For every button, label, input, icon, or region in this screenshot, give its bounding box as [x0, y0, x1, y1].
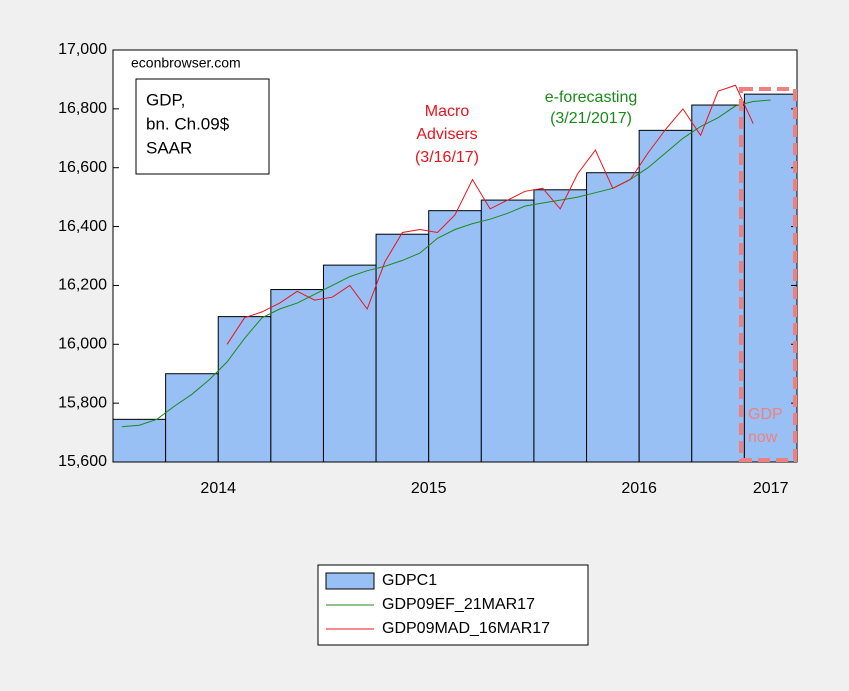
bar	[638, 129, 693, 463]
legend-label: GDP09EF_21MAR17	[382, 596, 535, 613]
x-tick-label: 2017	[753, 480, 789, 497]
annotation: Macro	[425, 103, 470, 120]
bar	[428, 210, 482, 463]
annotation: Advisers	[416, 126, 477, 143]
bar	[165, 373, 219, 463]
x-tick-label: 2015	[411, 480, 447, 497]
x-tick-label: 2014	[200, 480, 236, 497]
line	[121, 99, 771, 428]
x-tick-label: 2016	[621, 480, 657, 497]
line	[226, 84, 754, 345]
y-tick-label: 16,400	[58, 218, 107, 235]
bar	[743, 93, 798, 463]
annotation: (3/21/2017)	[550, 110, 632, 127]
y-tick-label: 17,000	[58, 41, 107, 58]
y-tick-label: 16,200	[58, 277, 107, 294]
bar	[480, 199, 535, 463]
y-tick-label: 15,600	[58, 453, 107, 470]
bar	[270, 289, 324, 463]
note-text: SAAR	[146, 138, 192, 157]
bar	[375, 233, 430, 463]
gdpnow-box	[739, 87, 797, 462]
annotation: GDP	[748, 406, 783, 423]
y-tick-label: 15,800	[58, 394, 107, 411]
legend-label: GDPC1	[382, 572, 437, 589]
annotation: e-forecasting	[545, 89, 638, 106]
bar	[322, 264, 377, 463]
source-label: econbrowser.com	[131, 55, 241, 71]
legend-swatch	[325, 572, 375, 590]
bar	[691, 104, 745, 463]
note-text: bn. Ch.09$	[146, 114, 230, 133]
bar	[112, 418, 167, 463]
note-text: GDP,	[146, 90, 185, 109]
bar	[533, 189, 588, 463]
y-tick-label: 16,600	[58, 159, 107, 176]
y-tick-label: 16,800	[58, 100, 107, 117]
legend-label: GDP09MAD_16MAR17	[382, 620, 550, 637]
annotation: now	[748, 429, 778, 446]
note-box	[135, 78, 270, 175]
bar	[586, 172, 640, 463]
annotation: (3/16/17)	[415, 149, 479, 166]
bar	[217, 316, 272, 463]
y-tick-label: 16,000	[58, 336, 107, 353]
